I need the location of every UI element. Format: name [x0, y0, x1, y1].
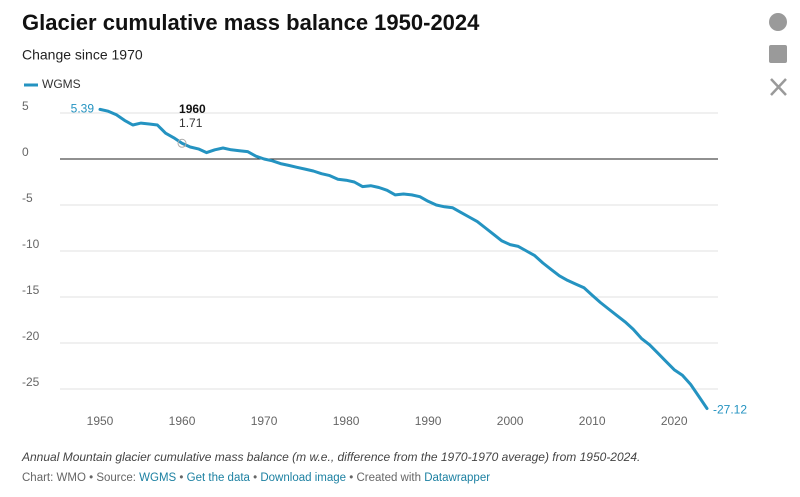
- x-tick-label: 1950: [87, 414, 114, 428]
- x-tick-label: 2020: [661, 414, 688, 428]
- y-tick-label: -5: [22, 191, 33, 205]
- facebook-icon[interactable]: [769, 13, 787, 31]
- legend-label: WGMS: [42, 77, 81, 91]
- caption: Annual Mountain glacier cumulative mass …: [21, 450, 640, 464]
- get-data-link[interactable]: Get the data: [187, 472, 251, 484]
- tool-link[interactable]: Datawrapper: [424, 472, 490, 484]
- series-line: [98, 107, 709, 410]
- footer-created: Created with: [356, 472, 421, 484]
- start-label: 5.39: [71, 102, 95, 116]
- social-icons: [769, 13, 787, 96]
- x-tick-label: 1960: [169, 414, 196, 428]
- x-tick-label: 2000: [497, 414, 524, 428]
- footer: Chart: WMO • Source: WGMS • Get the data…: [22, 472, 490, 484]
- y-tick-label: -25: [22, 375, 40, 389]
- download-link[interactable]: Download image: [260, 472, 346, 484]
- chart-title: Glacier cumulative mass balance 1950-202…: [22, 10, 480, 35]
- end-label: -27.12: [713, 403, 747, 417]
- highlight-point: [177, 138, 187, 148]
- source-link[interactable]: WGMS: [139, 472, 176, 484]
- x-tick-label: 1990: [415, 414, 442, 428]
- y-tick-label: -15: [22, 283, 40, 297]
- chart-subtitle: Change since 1970: [22, 47, 143, 63]
- x-tick-label: 2010: [579, 414, 606, 428]
- footer-chart: Chart: WMO: [22, 472, 86, 484]
- y-tick-label: -10: [22, 237, 40, 251]
- x-tick-label: 1970: [251, 414, 278, 428]
- highlight-value: 1.71: [179, 116, 203, 130]
- linkedin-icon[interactable]: [769, 45, 787, 63]
- x-icon[interactable]: [770, 78, 787, 96]
- y-tick-label: 5: [22, 99, 29, 113]
- y-tick-label: -20: [22, 329, 40, 343]
- highlight-year: 1960: [179, 102, 206, 116]
- x-tick-label: 1980: [333, 414, 360, 428]
- footer-source-label: Source:: [96, 472, 136, 484]
- y-tick-label: 0: [22, 145, 29, 159]
